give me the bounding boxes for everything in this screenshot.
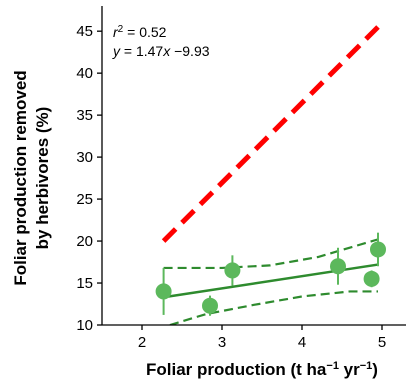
equation-intercept: −9.93	[170, 43, 210, 59]
data-point	[155, 283, 172, 300]
plot-area	[155, 25, 386, 325]
equation-x-var: x	[162, 43, 171, 59]
x-tick-label: 4	[298, 334, 306, 351]
x-axis-title-exp2: −1	[360, 360, 373, 372]
r-squared-exponent: 2	[118, 24, 124, 35]
x-axis-title-main: Foliar production (t ha	[146, 360, 327, 379]
reference-line	[161, 25, 380, 243]
y-tick-label: 45	[76, 23, 93, 40]
data-point	[202, 297, 218, 314]
x-tick-label: 3	[218, 334, 226, 351]
y-axis-title-line1: Foliar production removed	[11, 70, 30, 285]
r-squared-value: = 0.52	[123, 24, 166, 40]
x-axis-title-end: )	[372, 360, 378, 379]
r-squared-symbol: r	[113, 24, 119, 40]
ci-lower-line	[169, 290, 378, 325]
r-squared-annotation: r2 = 0.52	[113, 24, 167, 41]
y-tick-label: 30	[76, 149, 93, 166]
data-point	[363, 270, 380, 287]
data-point	[330, 258, 346, 275]
data-point	[224, 262, 241, 279]
x-tick-label: 5	[378, 334, 386, 351]
x-axis-title: Foliar production (t ha−1 yr−1)	[146, 360, 378, 379]
y-tick-label: 20	[76, 233, 93, 250]
equation-body: = 1.47	[120, 43, 163, 59]
y-tick-label: 10	[76, 317, 93, 334]
y-tick-label: 25	[76, 191, 93, 208]
ci-upper-line	[163, 238, 379, 270]
y-tick-label: 40	[76, 65, 93, 82]
regression-equation: y = 1.47x −9.93	[112, 43, 210, 59]
data-point	[370, 241, 386, 258]
x-axis-title-exp1: −1	[326, 360, 339, 372]
y-tick-label: 35	[76, 107, 93, 124]
y-tick-label: 15	[76, 275, 93, 292]
y-axis-title-line2: by herbivores (%)	[33, 107, 52, 250]
plot-content	[155, 25, 386, 325]
x-tick-label: 2	[138, 334, 146, 351]
x-axis-title-mid: yr	[339, 360, 360, 379]
regression-line	[163, 263, 379, 299]
equation-y-var: y	[112, 43, 121, 59]
